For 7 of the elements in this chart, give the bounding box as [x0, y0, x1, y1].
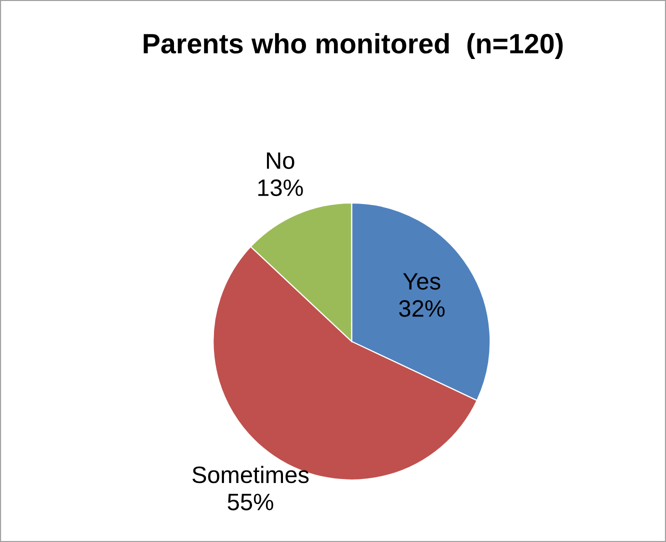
slice-label: Sometimes	[192, 466, 309, 484]
slice-label: Yes	[403, 273, 440, 290]
data-label: 13%	[258, 179, 303, 196]
chart-title: Parents who monitored (n=120)	[144, 33, 563, 60]
slice-label: No	[266, 152, 294, 169]
data-label: 55%	[228, 494, 274, 510]
data-label: 32%	[399, 300, 445, 317]
